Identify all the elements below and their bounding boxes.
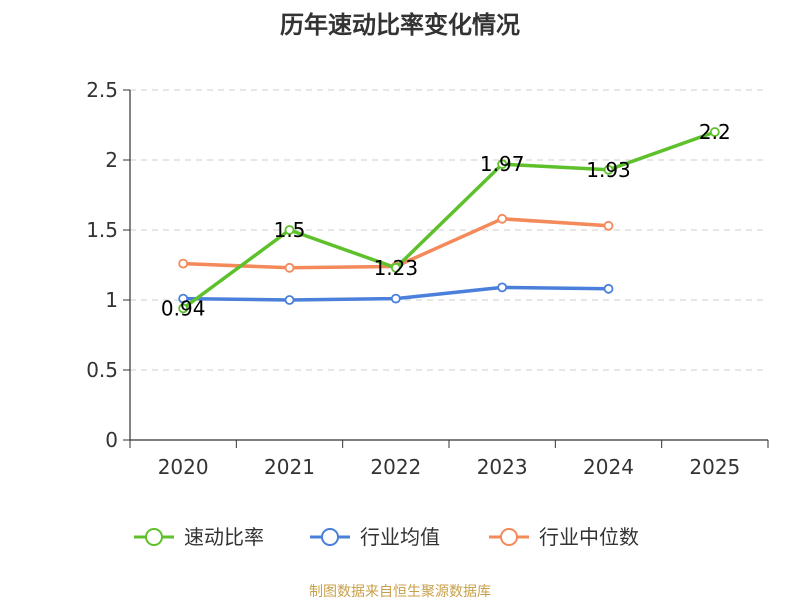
data-point [284, 262, 295, 273]
data-label: 1.5 [274, 218, 306, 242]
data-point [390, 293, 401, 304]
data-point [178, 303, 189, 314]
data-point [178, 258, 189, 269]
x-tick-label: 2022 [370, 455, 421, 479]
data-point [709, 127, 720, 137]
data-point [603, 220, 614, 231]
x-tick-label: 2025 [689, 455, 740, 479]
data-point [284, 225, 295, 235]
data-label: 1.97 [480, 152, 525, 176]
data-label: 1.93 [586, 158, 631, 182]
data-label-layer: 0.94 1.5 1.23 1.97 1.93 2.2 [161, 120, 731, 320]
y-tick-label: 1 [105, 288, 118, 312]
data-point [497, 159, 508, 170]
data-point [603, 164, 614, 175]
grid-layer [130, 89, 768, 371]
legend-marker [145, 528, 163, 546]
legend-label: 行业中位数 [539, 525, 639, 549]
data-point [603, 283, 614, 294]
data-point [284, 295, 295, 305]
y-tick-label: 2.5 [86, 78, 118, 102]
y-tick-label: 2 [105, 148, 118, 172]
data-point [390, 262, 401, 273]
legend-marker [321, 528, 339, 546]
y-tick-label: 0.5 [86, 358, 118, 382]
data-point [178, 293, 189, 304]
axis-layer: 0 0.5 1 1.5 2 2.5 2020 2021 2022 2023 2024 2025 [86, 78, 769, 479]
source-note: 制图数据来自恒生聚源数据库 [309, 584, 491, 600]
legend-marker [500, 528, 518, 546]
legend: 速动比率 行业均值 行业中位数 [134, 525, 639, 549]
data-point [497, 213, 508, 224]
x-tick-label: 2020 [158, 455, 209, 479]
data-point [497, 282, 508, 293]
data-label: 2.2 [699, 120, 731, 144]
series-layer [178, 127, 720, 314]
y-tick-label: 1.5 [86, 218, 118, 242]
legend-label: 行业均值 [360, 525, 440, 549]
data-label: 1.23 [374, 256, 419, 280]
data-label: 0.94 [161, 296, 206, 320]
x-tick-label: 2023 [477, 455, 528, 479]
x-tick-label: 2024 [583, 455, 634, 479]
chart-title: 历年速动比率变化情况 [280, 11, 520, 39]
series-line [181, 130, 717, 311]
y-tick-label: 0 [105, 428, 118, 452]
x-tick-label: 2021 [264, 455, 315, 479]
legend-label: 速动比率 [184, 525, 264, 549]
